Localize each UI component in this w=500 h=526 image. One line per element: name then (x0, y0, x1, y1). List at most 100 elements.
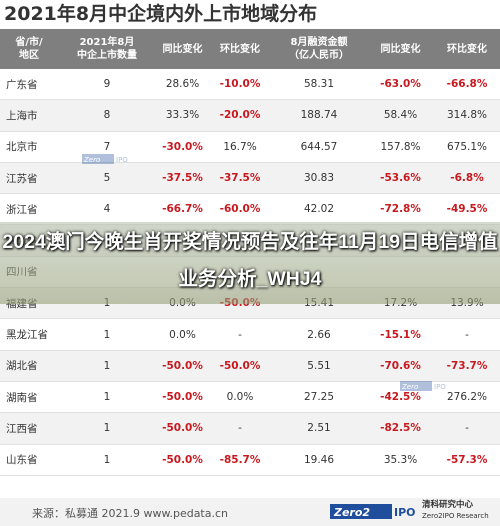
cell-amount: 2.51 (271, 412, 367, 445)
cell-amount: 58.31 (271, 69, 367, 101)
cell-amount-yoy: -72.8% (367, 193, 434, 226)
table-row: 湖北省 1 -50.0% -50.0% 5.51 -70.6% -73.7% (0, 350, 500, 382)
cell-amount-mom: - (434, 412, 500, 445)
header-amount-yoy: 同比变化 (367, 29, 434, 69)
cell-amount: 42.02 (271, 193, 367, 226)
zero2ipo-logo: Zero2 IPO (330, 504, 416, 519)
cell-count: 5 (58, 162, 156, 195)
cell-count-mom: -20.0% (209, 99, 271, 132)
cell-count: 1 (58, 350, 156, 382)
header-province: 省/市/ 地区 (0, 29, 58, 69)
cell-province: 北京市 (0, 131, 58, 163)
cell-count-yoy: -50.0% (156, 381, 209, 414)
cell-count-yoy: -50.0% (156, 350, 209, 382)
cell-amount-mom: -66.8% (434, 69, 500, 101)
svg-text:IPO: IPO (434, 383, 446, 391)
table-row: 江苏省 5 -37.5% -37.5% 30.83 -53.6% -6.8% (0, 162, 500, 195)
cell-count-yoy: -50.0% (156, 444, 209, 476)
table-row: 湖南省 1 -50.0% 0.0% 27.25 -42.5% 276.2% (0, 381, 500, 414)
cell-count-yoy: 0.0% (156, 318, 209, 351)
header-count-yoy: 同比变化 (156, 29, 209, 69)
cell-amount-yoy: -53.6% (367, 162, 434, 195)
cell-amount-mom: -49.5% (434, 193, 500, 226)
cell-province: 黑龙江省 (0, 318, 58, 351)
cell-amount-mom: - (434, 318, 500, 351)
svg-text:Zero: Zero (401, 383, 418, 391)
cell-count: 1 (58, 318, 156, 351)
cell-amount-mom: 314.8% (434, 99, 500, 132)
cell-amount-yoy: -82.5% (367, 412, 434, 445)
cell-province: 江苏省 (0, 162, 58, 195)
cell-count-mom: -85.7% (209, 444, 271, 476)
cell-count-yoy: -30.0% (156, 131, 209, 163)
cell-count: 8 (58, 99, 156, 132)
logo-caption-en: Zero2IPO Research (422, 512, 489, 520)
logo-caption-cn: 清科研究中心 (422, 500, 474, 510)
cell-amount-yoy: -70.6% (367, 350, 434, 382)
table-row: 黑龙江省 1 0.0% -2.66 -15.1% - (0, 318, 500, 351)
table-row: 上海市 8 33.3% -20.0% 188.74 58.4% 314.8% (0, 99, 500, 132)
cell-amount: 30.83 (271, 162, 367, 195)
cell-amount: 5.51 (271, 350, 367, 382)
footer: 来源：私募通 2021.9 www.pedata.cn Zero2 IPO 清科… (0, 498, 500, 526)
cell-amount-mom: -73.7% (434, 350, 500, 382)
cell-amount-mom: 276.2% (434, 381, 500, 414)
source-text: 来源：私募通 2021.9 www.pedata.cn (32, 507, 229, 520)
cell-count-yoy: -66.7% (156, 193, 209, 226)
cell-amount-yoy: -15.1% (367, 318, 434, 351)
cell-count-mom: -37.5% (209, 162, 271, 195)
svg-text:IPO: IPO (394, 506, 416, 519)
watermark-logo: Zero IPO (82, 154, 128, 164)
svg-text:Zero2: Zero2 (333, 506, 370, 519)
cell-amount: 27.25 (271, 381, 367, 414)
cell-amount-yoy: -42.5% (367, 381, 434, 414)
cell-amount-yoy: 35.3% (367, 444, 434, 476)
headline-text: 2024澳门今晚生肖开奖情况预告及往年11月19日电信增值业务分析_WHJ4 (2, 231, 498, 290)
cell-province: 湖南省 (0, 381, 58, 414)
cell-province: 广东省 (0, 69, 58, 101)
cell-amount-mom: -6.8% (434, 162, 500, 195)
cell-count: 1 (58, 412, 156, 445)
table-header-row: 省/市/ 地区 2021年8月 中企上市数量 同比变化 环比变化 8月融资金额 … (0, 29, 500, 69)
cell-count-yoy: -37.5% (156, 162, 209, 195)
cell-amount-mom: -57.3% (434, 444, 500, 476)
headline-overlay (0, 222, 500, 304)
cell-count: 1 (58, 381, 156, 414)
logo-caption: 清科研究中心 Zero2IPO Research (422, 500, 489, 522)
cell-count-mom: - (209, 412, 271, 445)
cell-province: 上海市 (0, 99, 58, 132)
table-row: 浙江省 4 -66.7% -60.0% 42.02 -72.8% -49.5% (0, 193, 500, 226)
cell-count-mom: -60.0% (209, 193, 271, 226)
cell-count-mom: - (209, 318, 271, 351)
svg-text:Zero: Zero (83, 156, 100, 164)
cell-count: 9 (58, 69, 156, 101)
table-row: 江西省 1 -50.0% -2.51 -82.5% - (0, 412, 500, 445)
cell-count: 4 (58, 193, 156, 226)
cell-amount: 19.46 (271, 444, 367, 476)
watermark-logo: Zero IPO (400, 381, 446, 391)
cell-count-mom: -10.0% (209, 69, 271, 101)
cell-amount: 2.66 (271, 318, 367, 351)
table-row: 山东省 1 -50.0% -85.7% 19.46 35.3% -57.3% (0, 444, 500, 476)
cell-count-yoy: 28.6% (156, 69, 209, 101)
cell-count: 1 (58, 444, 156, 476)
cell-province: 浙江省 (0, 193, 58, 226)
cell-count: 7 (58, 131, 156, 163)
cell-amount-yoy: 58.4% (367, 99, 434, 132)
header-amount: 8月融资金额 （亿人民币） (271, 29, 367, 69)
cell-count-yoy: -50.0% (156, 412, 209, 445)
table-row: 北京市 7 -30.0% 16.7% 644.57 157.8% 675.1% (0, 131, 500, 163)
table-row: 广东省 9 28.6% -10.0% 58.31 -63.0% -66.8% (0, 69, 500, 101)
cell-count-mom: 0.0% (209, 381, 271, 414)
svg-text:IPO: IPO (116, 156, 128, 164)
cell-province: 湖北省 (0, 350, 58, 382)
cell-amount-mom: 675.1% (434, 131, 500, 163)
cell-amount: 644.57 (271, 131, 367, 163)
cell-count-mom: -50.0% (209, 350, 271, 382)
header-count-mom: 环比变化 (209, 29, 271, 69)
cell-count-mom: 16.7% (209, 131, 271, 163)
page-title: 2021年8月中企境内外上市地域分布 (4, 3, 318, 25)
cell-amount-yoy: -63.0% (367, 69, 434, 101)
cell-province: 江西省 (0, 412, 58, 445)
cell-province: 山东省 (0, 444, 58, 476)
